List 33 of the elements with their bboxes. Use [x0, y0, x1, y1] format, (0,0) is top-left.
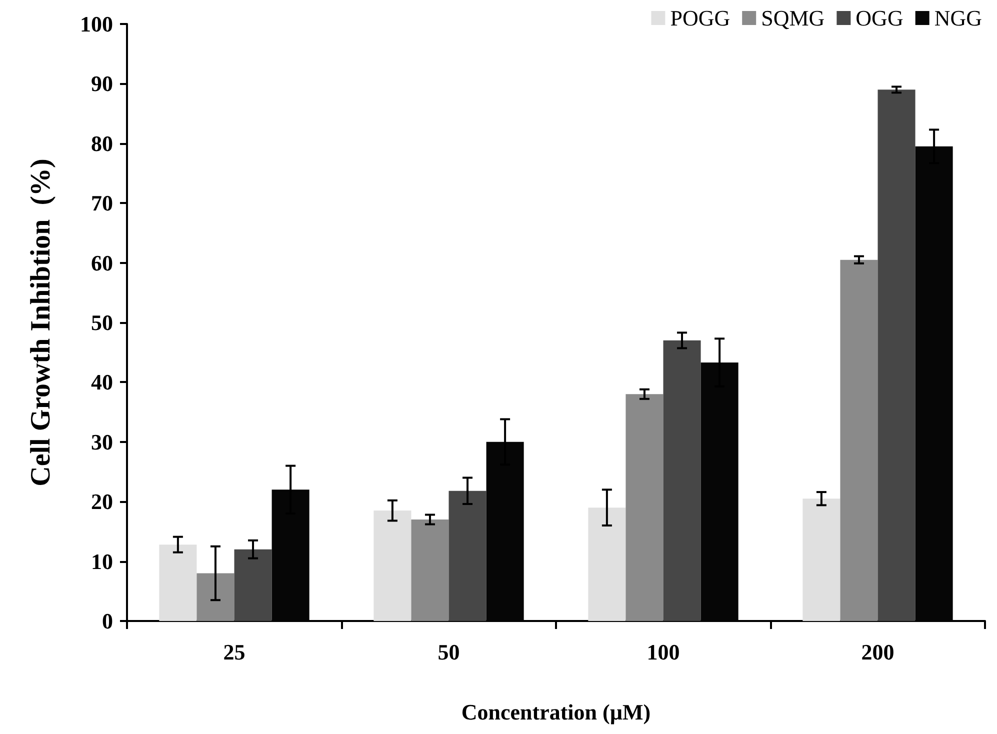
x-tick-label: 200	[861, 640, 894, 664]
y-tick-label: 60	[91, 250, 113, 276]
y-tick-label: 0	[102, 608, 113, 634]
x-tick-label: 100	[646, 640, 680, 664]
y-tick-label: 40	[91, 370, 113, 395]
y-tick-label: 20	[91, 489, 113, 514]
bar	[626, 394, 664, 621]
bar	[234, 549, 272, 621]
y-tick-label: 80	[91, 130, 113, 156]
bar	[196, 573, 234, 621]
bar	[374, 510, 412, 621]
y-tick-label: 100	[80, 12, 113, 36]
x-tick-label: 25	[223, 640, 246, 664]
legend-label: NGG	[934, 6, 982, 30]
y-tick-label: 70	[91, 190, 113, 216]
y-tick-label: 10	[91, 548, 113, 574]
bar	[159, 544, 197, 621]
bar	[840, 260, 878, 621]
bar	[448, 490, 486, 621]
y-tick-label: 30	[91, 429, 113, 454]
y-tick-label: 50	[91, 310, 113, 335]
bar	[411, 520, 449, 621]
legend-label: OGG	[856, 6, 904, 30]
x-axis-title: Concentration (µM)	[461, 700, 651, 724]
x-tick-label: 50	[438, 640, 460, 664]
legend-label: POGG	[670, 6, 730, 30]
bar	[588, 508, 626, 621]
bar	[802, 498, 840, 621]
y-axis-title: Cell Growth Inhibtion (%)	[26, 158, 56, 486]
y-tick-label: 90	[91, 71, 113, 96]
bar	[663, 340, 701, 621]
bar	[878, 90, 916, 621]
legend-label: SQMG	[761, 6, 825, 30]
